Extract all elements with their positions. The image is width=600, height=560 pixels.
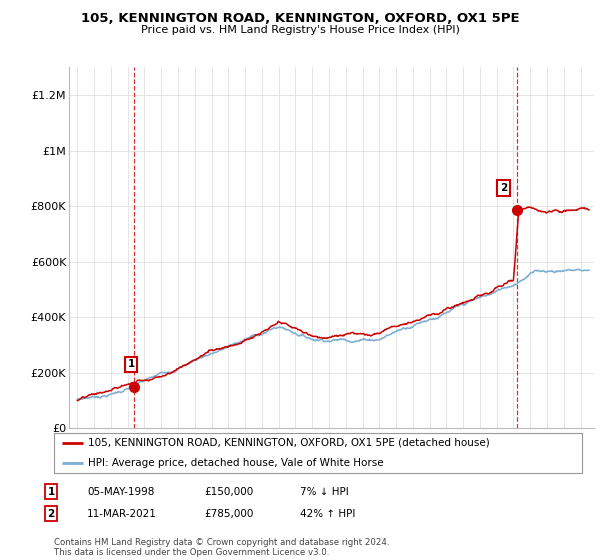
Text: 1: 1 [127,360,134,370]
Text: Contains HM Land Registry data © Crown copyright and database right 2024.
This d: Contains HM Land Registry data © Crown c… [54,538,389,557]
Text: 1: 1 [47,487,55,497]
Text: 7% ↓ HPI: 7% ↓ HPI [300,487,349,497]
Text: £785,000: £785,000 [204,508,253,519]
Text: £150,000: £150,000 [204,487,253,497]
Text: 11-MAR-2021: 11-MAR-2021 [87,508,157,519]
Text: 105, KENNINGTON ROAD, KENNINGTON, OXFORD, OX1 5PE (detached house): 105, KENNINGTON ROAD, KENNINGTON, OXFORD… [88,438,490,448]
Text: 05-MAY-1998: 05-MAY-1998 [87,487,154,497]
Text: HPI: Average price, detached house, Vale of White Horse: HPI: Average price, detached house, Vale… [88,458,384,468]
Text: 105, KENNINGTON ROAD, KENNINGTON, OXFORD, OX1 5PE: 105, KENNINGTON ROAD, KENNINGTON, OXFORD… [80,12,520,25]
Text: Price paid vs. HM Land Registry's House Price Index (HPI): Price paid vs. HM Land Registry's House … [140,25,460,35]
Text: 42% ↑ HPI: 42% ↑ HPI [300,508,355,519]
Text: 2: 2 [500,183,507,193]
Text: 2: 2 [47,508,55,519]
